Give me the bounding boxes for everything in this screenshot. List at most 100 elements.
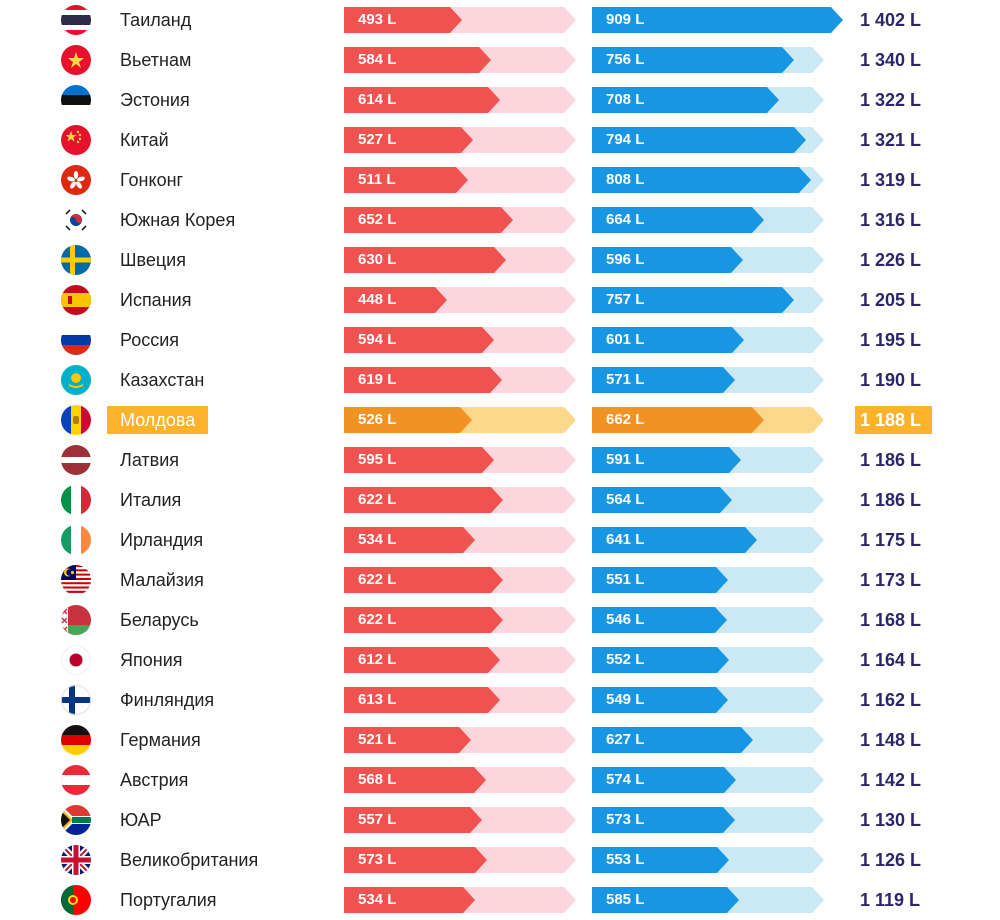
series-2-data-label: 641 L (606, 531, 645, 548)
series-2-data-label: 794 L (606, 131, 645, 148)
table-row: Швеция 630 L 596 L 1 226 L (0, 240, 1000, 280)
series-1-bar (344, 127, 473, 153)
series-2-bar (592, 647, 729, 673)
series-2-data-label: 549 L (606, 691, 645, 708)
series-1-data-label: 534 L (358, 891, 397, 908)
country-label: Испания (120, 290, 192, 310)
moldova-flag-icon (61, 405, 91, 435)
total-label: 1 130 L (860, 810, 922, 830)
series-2-data-label: 574 L (606, 771, 645, 788)
thailand-flag-icon (61, 5, 91, 35)
series-1-bar (344, 487, 503, 513)
table-row: Латвия 595 L 591 L 1 186 L (0, 440, 1000, 480)
country-label: Россия (120, 330, 180, 350)
table-row: Казахстан 619 L 571 L 1 190 L (0, 360, 1000, 400)
table-row: Португалия 534 L 585 L 1 119 L (0, 880, 1000, 920)
series-1-data-label: 622 L (358, 571, 397, 588)
country-label: Германия (120, 730, 201, 750)
germany-flag-icon (61, 725, 91, 755)
series-2-data-label: 909 L (606, 11, 645, 28)
total-label: 1 119 L (860, 890, 921, 910)
series-1-bar (344, 847, 487, 873)
estonia-flag-icon (61, 85, 91, 115)
country-label: ЮАР (120, 810, 162, 830)
total-label: 1 190 L (860, 370, 922, 390)
series-2-bar (592, 887, 739, 913)
series-2-data-label: 627 L (606, 731, 645, 748)
country-label: Гонконг (120, 170, 184, 190)
series-2-data-label: 601 L (606, 331, 645, 348)
series-2-data-label: 553 L (606, 851, 645, 868)
series-1-data-label: 630 L (358, 251, 397, 268)
series-1-bar (344, 207, 513, 233)
country-label: Швеция (120, 250, 186, 270)
series-2-bar (592, 327, 744, 353)
spain-flag-icon (61, 285, 91, 315)
series-2-bar (592, 47, 794, 73)
series-1-bar (344, 887, 475, 913)
hong-kong-flag-icon (61, 165, 91, 195)
table-row: Вьетнам 584 L 756 L 1 340 L (0, 40, 1000, 80)
series-1-bar (344, 167, 468, 193)
series-1-data-label: 573 L (358, 851, 397, 868)
south-korea-flag-icon (61, 205, 91, 235)
series-2-bar (592, 807, 735, 833)
total-label: 1 205 L (860, 290, 922, 310)
south-africa-flag-icon (61, 805, 91, 835)
series-2-data-label: 546 L (606, 611, 645, 628)
latvia-flag-icon (61, 445, 91, 475)
table-row: ЮАР 557 L 573 L 1 130 L (0, 800, 1000, 840)
series-1-bar (344, 447, 494, 473)
country-label: Китай (120, 130, 169, 150)
country-label: Эстония (120, 90, 190, 110)
table-row: Финляндия 613 L 549 L 1 162 L (0, 680, 1000, 720)
series-2-data-label: 585 L (606, 891, 645, 908)
series-1-data-label: 614 L (358, 91, 397, 108)
series-1-data-label: 612 L (358, 651, 397, 668)
table-row: Южная Корея 652 L 664 L 1 316 L (0, 200, 1000, 240)
japan-flag-icon (61, 645, 91, 675)
series-1-data-label: 527 L (358, 131, 397, 148)
table-row: Германия 521 L 627 L 1 148 L (0, 720, 1000, 760)
series-2-bar (592, 167, 811, 193)
series-2-data-label: 564 L (606, 491, 645, 508)
country-label: Беларусь (120, 610, 199, 630)
table-row: Малайзия 622 L 551 L 1 173 L (0, 560, 1000, 600)
country-label: Латвия (120, 450, 180, 470)
series-2-bar (592, 567, 728, 593)
country-label: Южная Корея (120, 210, 236, 230)
austria-flag-icon (61, 765, 91, 795)
belarus-flag-icon (61, 605, 91, 635)
total-label: 1 195 L (860, 330, 922, 350)
series-1-bar (344, 567, 503, 593)
portugal-flag-icon (61, 885, 91, 915)
table-row: Австрия 568 L 574 L 1 142 L (0, 760, 1000, 800)
total-label: 1 168 L (860, 610, 922, 630)
series-1-data-label: 534 L (358, 531, 397, 548)
series-2-data-label: 756 L (606, 51, 645, 68)
series-2-data-label: 591 L (606, 451, 645, 468)
series-1-bar (344, 7, 462, 33)
total-label: 1 319 L (860, 170, 922, 190)
total-label: 1 164 L (860, 650, 922, 670)
series-2-data-label: 596 L (606, 251, 645, 268)
series-1-bar (344, 807, 482, 833)
series-2-bar (592, 7, 843, 33)
ireland-flag-icon (61, 525, 91, 555)
total-label: 1 316 L (860, 210, 922, 230)
total-label: 1 322 L (860, 90, 922, 110)
total-label: 1 186 L (860, 490, 922, 510)
table-row: Таиланд 493 L 909 L 1 402 L (0, 0, 1000, 40)
series-1-bar (344, 687, 500, 713)
series-1-bar (344, 527, 475, 553)
series-2-data-label: 708 L (606, 91, 645, 108)
italy-flag-icon (61, 485, 91, 515)
table-row: Молдова 526 L 662 L 1 188 L (0, 400, 1000, 440)
series-2-data-label: 664 L (606, 211, 645, 228)
series-2-bar (592, 287, 794, 313)
russia-flag-icon (61, 325, 91, 355)
table-row: Испания 448 L 757 L 1 205 L (0, 280, 1000, 320)
country-label: Италия (120, 490, 182, 510)
country-label: Ирландия (120, 530, 204, 550)
